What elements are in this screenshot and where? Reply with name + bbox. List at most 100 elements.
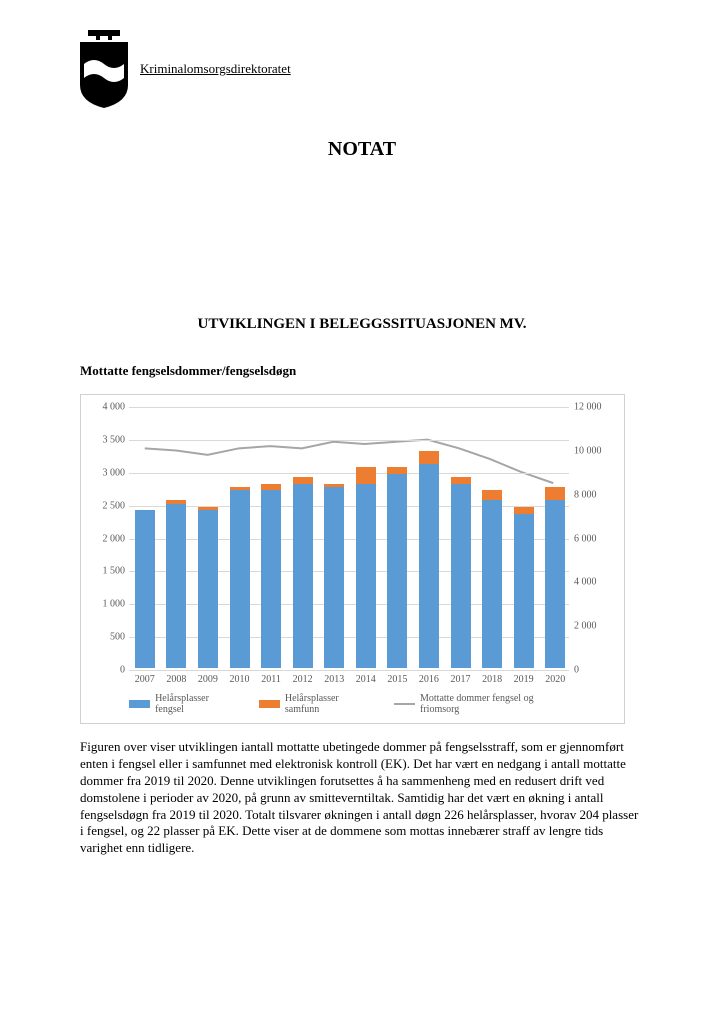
y-left-tick: 500 xyxy=(85,632,125,643)
y-right-tick: 8 000 xyxy=(574,489,622,500)
bar-samfunn xyxy=(261,484,281,491)
y-left-tick: 1 000 xyxy=(85,599,125,610)
bar-group xyxy=(135,510,155,668)
bar-fengsel xyxy=(356,484,376,668)
bar-samfunn xyxy=(198,507,218,510)
bar-samfunn xyxy=(545,487,565,500)
bar-samfunn xyxy=(482,490,502,500)
org-name-link[interactable]: Kriminalomsorgsdirektoratet xyxy=(140,61,291,77)
bar-samfunn xyxy=(451,477,471,484)
trend-line xyxy=(145,440,554,484)
bar-samfunn xyxy=(230,487,250,490)
x-tick-label: 2018 xyxy=(482,674,502,685)
document-subtitle: UTVIKLINGEN I BELEGGSSITUASJONEN MV. xyxy=(80,316,644,333)
legend-swatch-orange xyxy=(259,700,280,708)
x-tick-label: 2012 xyxy=(293,674,313,685)
x-tick-label: 2019 xyxy=(514,674,534,685)
x-tick-label: 2016 xyxy=(419,674,439,685)
x-tick-label: 2010 xyxy=(230,674,250,685)
y-left-tick: 3 500 xyxy=(85,434,125,445)
bar-group xyxy=(482,490,502,668)
bar-fengsel xyxy=(230,490,250,668)
chart-plot-area xyxy=(129,407,569,668)
legend-item-fengsel: Helårsplasser fengsel xyxy=(129,693,237,715)
document-title: NOTAT xyxy=(80,138,644,161)
bar-group xyxy=(419,451,439,668)
bar-group xyxy=(230,487,250,668)
x-tick-label: 2020 xyxy=(545,674,565,685)
x-tick-label: 2013 xyxy=(324,674,344,685)
bar-samfunn xyxy=(419,451,439,464)
bar-samfunn xyxy=(514,507,534,514)
legend-label-fengsel: Helårsplasser fengsel xyxy=(155,693,237,715)
bar-samfunn xyxy=(324,484,344,487)
chart-container: Helårsplasser fengsel Helårsplasser samf… xyxy=(80,394,625,724)
bar-fengsel xyxy=(451,484,471,668)
bar-samfunn xyxy=(293,477,313,484)
y-left-tick: 1 500 xyxy=(85,566,125,577)
bar-group xyxy=(451,477,471,668)
bar-group xyxy=(198,507,218,668)
y-right-tick: 2 000 xyxy=(574,621,622,632)
bar-fengsel xyxy=(545,500,565,668)
chart-legend: Helårsplasser fengsel Helårsplasser samf… xyxy=(129,693,569,715)
y-right-tick: 10 000 xyxy=(574,445,622,456)
page-header: Kriminalomsorgsdirektoratet xyxy=(80,30,644,108)
bar-fengsel xyxy=(387,474,407,668)
bar-fengsel xyxy=(324,487,344,668)
legend-item-samfunn: Helårsplasser samfunn xyxy=(259,693,372,715)
bar-fengsel xyxy=(135,510,155,668)
x-tick-label: 2015 xyxy=(387,674,407,685)
bar-group xyxy=(293,477,313,668)
y-left-tick: 4 000 xyxy=(85,402,125,413)
grid-line xyxy=(129,473,569,474)
bar-samfunn xyxy=(356,467,376,483)
bar-samfunn xyxy=(166,500,186,503)
bar-fengsel xyxy=(514,514,534,669)
bar-fengsel xyxy=(293,484,313,668)
y-right-tick: 12 000 xyxy=(574,402,622,413)
y-left-tick: 0 xyxy=(85,665,125,676)
body-paragraph: Figuren over viser utviklingen iantall m… xyxy=(80,739,644,857)
legend-label-line: Mottatte dommer fengsel og friomsorg xyxy=(420,693,569,715)
y-left-tick: 3 000 xyxy=(85,467,125,478)
grid-line xyxy=(129,604,569,605)
bar-group xyxy=(514,507,534,668)
bar-fengsel xyxy=(419,464,439,668)
grid-line xyxy=(129,506,569,507)
bar-fengsel xyxy=(198,510,218,668)
bar-group xyxy=(324,484,344,668)
section-heading: Mottatte fengselsdommer/fengselsdøgn xyxy=(80,363,644,379)
x-tick-label: 2007 xyxy=(135,674,155,685)
y-left-tick: 2 000 xyxy=(85,533,125,544)
org-logo xyxy=(80,30,128,108)
x-tick-label: 2011 xyxy=(261,674,281,685)
x-tick-label: 2014 xyxy=(356,674,376,685)
bar-group xyxy=(387,467,407,668)
grid-line xyxy=(129,539,569,540)
chart-line-overlay xyxy=(129,407,569,668)
x-tick-label: 2009 xyxy=(198,674,218,685)
legend-swatch-blue xyxy=(129,700,150,708)
bar-group xyxy=(166,500,186,668)
bar-fengsel xyxy=(482,500,502,668)
grid-line xyxy=(129,407,569,408)
legend-line-swatch xyxy=(394,703,415,705)
bar-fengsel xyxy=(166,504,186,668)
grid-line xyxy=(129,571,569,572)
grid-line xyxy=(129,637,569,638)
legend-item-line: Mottatte dommer fengsel og friomsorg xyxy=(394,693,569,715)
legend-label-samfunn: Helårsplasser samfunn xyxy=(285,693,372,715)
bar-group xyxy=(261,484,281,668)
y-right-tick: 6 000 xyxy=(574,533,622,544)
y-right-tick: 0 xyxy=(574,665,622,676)
x-tick-label: 2017 xyxy=(451,674,471,685)
bar-fengsel xyxy=(261,490,281,668)
grid-line xyxy=(129,670,569,671)
y-left-tick: 2 500 xyxy=(85,500,125,511)
bar-samfunn xyxy=(387,467,407,474)
y-right-tick: 4 000 xyxy=(574,577,622,588)
bar-group xyxy=(545,487,565,668)
bar-group xyxy=(356,467,376,668)
grid-line xyxy=(129,440,569,441)
